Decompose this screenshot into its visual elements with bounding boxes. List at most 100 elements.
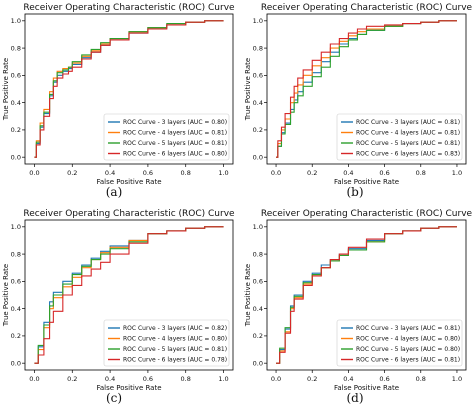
caption-b: (b) bbox=[346, 185, 363, 199]
panel-a-legend-label: ROC Curve - 4 layers (AUC = 0.81) bbox=[123, 130, 227, 137]
panel-d-legend-label: ROC Curve - 3 layers (AUC = 0.81) bbox=[356, 325, 460, 332]
panel-a-xtick-label: 0.2 bbox=[67, 169, 77, 177]
panel-b-series-line-6-layers bbox=[276, 20, 457, 158]
panel-a: Receiver Operating Characteristic (ROC) … bbox=[2, 3, 235, 186]
panel-c-ylabel: True Positive Rate bbox=[2, 264, 10, 327]
panel-d-legend-box bbox=[336, 319, 463, 367]
panel-a-series-line-6-layers bbox=[34, 20, 224, 158]
panel-d-ytick-label: 1.0 bbox=[253, 223, 263, 231]
panel-a-xtick-label: 0.8 bbox=[181, 169, 191, 177]
panel-b-xtick-label: 0.8 bbox=[416, 169, 426, 177]
panel-d-legend: ROC Curve - 3 layers (AUC = 0.81) ROC Cur… bbox=[336, 319, 463, 367]
panel-b-xlabel: False Positive Rate bbox=[334, 178, 399, 186]
panel-d-xtick-label: 0.4 bbox=[343, 375, 353, 383]
panel-c-legend-label: ROC Curve - 5 layers (AUC = 0.81) bbox=[123, 346, 227, 353]
panel-b-xtick-label: 0.2 bbox=[307, 169, 317, 177]
panel-b-title: Receiver Operating Characteristic (ROC) … bbox=[261, 3, 473, 13]
caption-a: (a) bbox=[106, 185, 123, 199]
panel-b-ytick-label: 0.8 bbox=[253, 44, 263, 52]
panel-a-legend: ROC Curve - 3 layers (AUC = 0.80) ROC Cur… bbox=[103, 113, 230, 161]
panel-d-legend-label: ROC Curve - 6 layers (AUC = 0.81) bbox=[356, 357, 460, 364]
panel-d-ytick-label: 0.8 bbox=[253, 250, 263, 258]
panel-c-series-line-6-layers bbox=[34, 226, 224, 364]
panel-c-xtick-label: 0.0 bbox=[29, 375, 39, 383]
panel-d-ylabel: True Positive Rate bbox=[244, 264, 252, 327]
panel-c-ytick-label: 1.0 bbox=[11, 223, 21, 231]
panel-b-legend-label: ROC Curve - 5 layers (AUC = 0.81) bbox=[356, 140, 460, 147]
panel-a-title: Receiver Operating Characteristic (ROC) … bbox=[23, 3, 235, 13]
caption-c: (c) bbox=[106, 391, 122, 405]
panel-d-series-line-6-layers bbox=[276, 226, 457, 364]
panel-b-ytick-label: 0.4 bbox=[253, 99, 263, 107]
panel-c: Receiver Operating Characteristic (ROC) … bbox=[2, 209, 235, 392]
panel-b-ylabel: True Positive Rate bbox=[244, 58, 252, 121]
panel-b-legend-label: ROC Curve - 6 layers (AUC = 0.83) bbox=[356, 151, 460, 158]
panel-d-ytick-label: 0.0 bbox=[253, 359, 263, 367]
panel-b-xtick-label: 1.0 bbox=[452, 169, 462, 177]
panel-b-ytick-label: 1.0 bbox=[253, 17, 263, 25]
panel-c-legend: ROC Curve - 3 layers (AUC = 0.82) ROC Cur… bbox=[103, 319, 230, 367]
panel-a-ytick-label: 0.4 bbox=[11, 99, 21, 107]
panel-a-ytick-label: 0.8 bbox=[11, 44, 21, 52]
panel-d-ytick-label: 0.6 bbox=[253, 278, 263, 286]
panel-c-ytick-label: 0.0 bbox=[11, 359, 21, 367]
panel-d-xtick-label: 1.0 bbox=[452, 375, 462, 383]
panel-a-ylabel: True Positive Rate bbox=[2, 58, 10, 121]
panel-a-legend-label: ROC Curve - 5 layers (AUC = 0.81) bbox=[123, 140, 227, 147]
panel-d-xtick-label: 0.0 bbox=[271, 375, 281, 383]
panel-c-legend-label: ROC Curve - 4 layers (AUC = 0.80) bbox=[123, 336, 227, 343]
panel-c-title: Receiver Operating Characteristic (ROC) … bbox=[23, 209, 235, 219]
panel-d-xtick-label: 0.8 bbox=[416, 375, 426, 383]
panel-a-ytick-label: 1.0 bbox=[11, 17, 21, 25]
panel-a-xtick-label: 0.4 bbox=[105, 169, 115, 177]
panel-b-ytick-label: 0.6 bbox=[253, 72, 263, 80]
panel-c-ytick-label: 0.6 bbox=[11, 278, 21, 286]
panel-b-xtick-label: 0.6 bbox=[379, 169, 389, 177]
panel-a-legend-label: ROC Curve - 3 layers (AUC = 0.80) bbox=[123, 119, 227, 126]
panel-a-ytick-label: 0.0 bbox=[11, 153, 21, 161]
panel-a-xtick-label: 0.6 bbox=[143, 169, 153, 177]
panel-d-title: Receiver Operating Characteristic (ROC) … bbox=[261, 209, 473, 219]
panel-b: Receiver Operating Characteristic (ROC) … bbox=[244, 3, 473, 186]
panel-a-legend-label: ROC Curve - 6 layers (AUC = 0.80) bbox=[123, 151, 227, 158]
panel-c-ytick-label: 0.2 bbox=[11, 332, 21, 340]
panel-c-xtick-label: 0.4 bbox=[105, 375, 115, 383]
panel-d-xtick-label: 0.2 bbox=[307, 375, 317, 383]
panel-d-legend-label: ROC Curve - 5 layers (AUC = 0.80) bbox=[356, 346, 460, 353]
panel-c-xtick-label: 0.2 bbox=[67, 375, 77, 383]
panel-c-legend-box bbox=[103, 319, 230, 367]
panel-c-xtick-label: 0.6 bbox=[143, 375, 153, 383]
panel-b-legend-label: ROC Curve - 4 layers (AUC = 0.81) bbox=[356, 130, 460, 137]
panel-a-ytick-label: 0.6 bbox=[11, 72, 21, 80]
panel-b-series-line-5-layers bbox=[276, 20, 457, 158]
panel-a-xtick-label: 0.0 bbox=[29, 169, 39, 177]
panel-a-axes-frame bbox=[24, 13, 234, 165]
panel-d-ytick-label: 0.2 bbox=[253, 332, 263, 340]
panel-c-ytick-label: 0.8 bbox=[11, 250, 21, 258]
panel-a-xlabel: False Positive Rate bbox=[96, 178, 161, 186]
panel-c-axes-frame bbox=[24, 219, 234, 371]
panel-b-legend-box bbox=[336, 113, 463, 161]
panel-c-xtick-label: 1.0 bbox=[218, 375, 228, 383]
panel-c-legend-label: ROC Curve - 6 layers (AUC = 0.78) bbox=[123, 357, 227, 364]
panel-c-xlabel: False Positive Rate bbox=[96, 384, 161, 392]
caption-d: (d) bbox=[346, 391, 363, 405]
panel-c-ytick-label: 0.4 bbox=[11, 305, 21, 313]
panel-c-xtick-label: 0.8 bbox=[181, 375, 191, 383]
panel-b-legend-label: ROC Curve - 3 layers (AUC = 0.81) bbox=[356, 119, 460, 126]
panel-d-legend-label: ROC Curve - 4 layers (AUC = 0.80) bbox=[356, 336, 460, 343]
panel-b-axes-frame bbox=[266, 13, 467, 165]
panel-d-ytick-label: 0.4 bbox=[253, 305, 263, 313]
panel-a-ytick-label: 0.2 bbox=[11, 126, 21, 134]
panel-a-legend-box bbox=[103, 113, 230, 161]
panel-b-xtick-label: 0.0 bbox=[271, 169, 281, 177]
panel-a-xtick-label: 1.0 bbox=[218, 169, 228, 177]
panel-b-xtick-label: 0.4 bbox=[343, 169, 353, 177]
panel-d: Receiver Operating Characteristic (ROC) … bbox=[244, 209, 473, 392]
panel-d-xtick-label: 0.6 bbox=[379, 375, 389, 383]
panel-b-ytick-label: 0.0 bbox=[253, 153, 263, 161]
panel-b-legend: ROC Curve - 3 layers (AUC = 0.81) ROC Cur… bbox=[336, 113, 463, 161]
panel-d-xlabel: False Positive Rate bbox=[334, 384, 399, 392]
panel-b-ytick-label: 0.2 bbox=[253, 126, 263, 134]
